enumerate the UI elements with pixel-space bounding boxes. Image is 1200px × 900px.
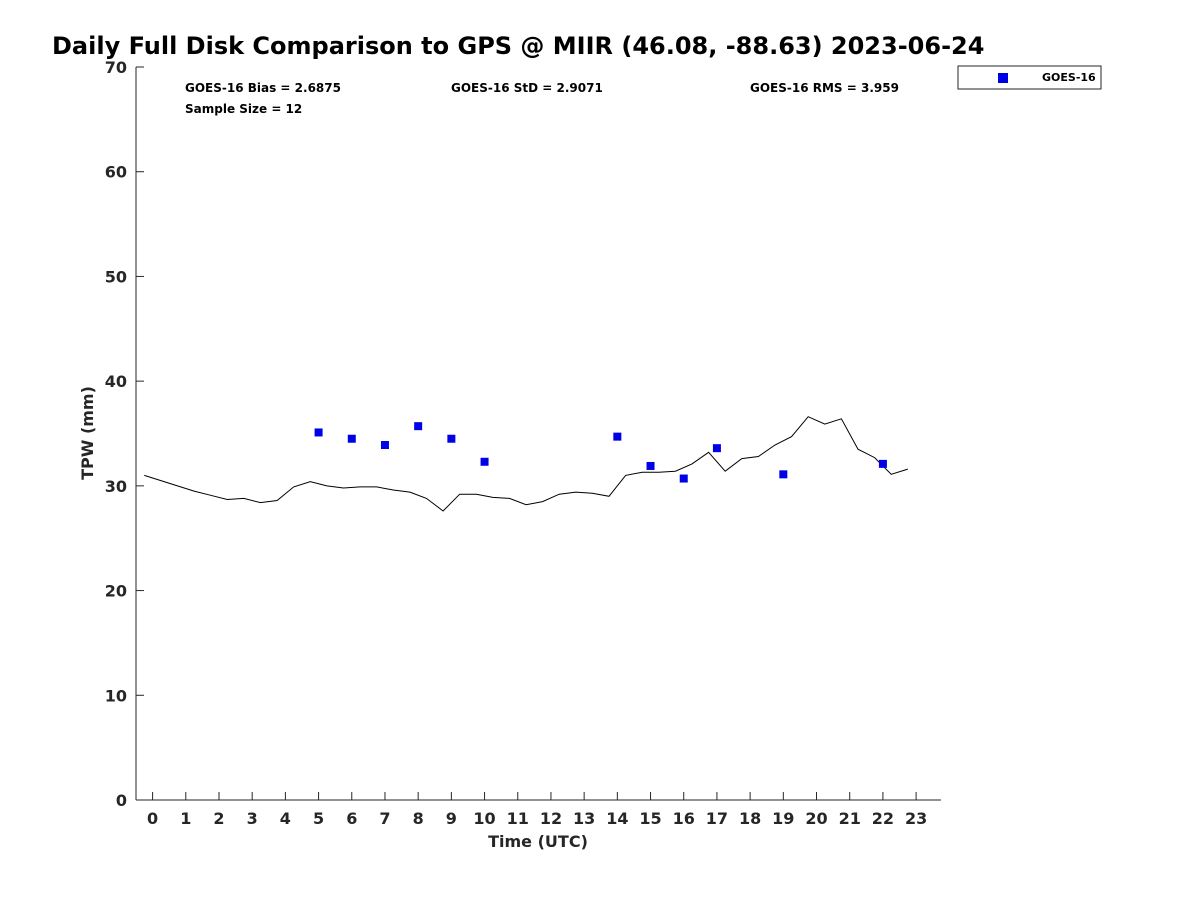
x-tick-label: 4 [280, 809, 291, 828]
x-tick-label: 14 [606, 809, 628, 828]
x-tick-label: 11 [507, 809, 529, 828]
goes16-point [613, 432, 622, 441]
x-tick-label: 1 [180, 809, 191, 828]
x-tick-label: 12 [540, 809, 562, 828]
x-tick-label: 0 [147, 809, 158, 828]
y-tick-label: 30 [105, 477, 127, 496]
x-tick-label: 13 [573, 809, 595, 828]
goes16-point [480, 457, 489, 466]
x-tick-label: 20 [805, 809, 827, 828]
chart-title: Daily Full Disk Comparison to GPS @ MIIR… [52, 32, 984, 60]
y-ticks: 0 10 20 30 40 50 60 70 [105, 58, 144, 810]
gps-line-series [144, 416, 908, 512]
x-tick-label: 5 [313, 809, 324, 828]
goes16-point [712, 444, 721, 453]
x-tick-label: 3 [247, 809, 258, 828]
x-tick-label: 10 [473, 809, 495, 828]
x-tick-label: 6 [346, 809, 357, 828]
goes16-point [679, 474, 688, 483]
sample-size-stat: Sample Size = 12 [185, 102, 302, 116]
x-tick-label: 2 [213, 809, 224, 828]
legend-label: GOES-16 [1042, 71, 1096, 84]
x-tick-label: 16 [673, 809, 695, 828]
x-tick-label: 7 [379, 809, 390, 828]
x-tick-label: 18 [739, 809, 761, 828]
x-tick-label: 17 [706, 809, 728, 828]
x-tick-label: 22 [872, 809, 894, 828]
x-tick-label: 23 [905, 809, 927, 828]
y-tick-label: 40 [105, 372, 127, 391]
x-axis-label: Time (UTC) [488, 832, 588, 851]
x-tick-label: 8 [413, 809, 424, 828]
goes16-point [314, 428, 323, 437]
legend: GOES-16 [957, 65, 1102, 90]
y-tick-label: 70 [105, 58, 127, 77]
goes16-point [779, 470, 788, 479]
y-tick-label: 60 [105, 163, 127, 182]
goes16-point [414, 422, 423, 431]
legend-marker [998, 73, 1008, 83]
gps-line [144, 416, 908, 512]
x-tick-label: 9 [446, 809, 457, 828]
x-tick-label: 21 [839, 809, 861, 828]
y-tick-label: 50 [105, 267, 127, 286]
x-tick-label: 19 [772, 809, 794, 828]
y-tick-label: 20 [105, 582, 127, 601]
goes16-point [878, 459, 887, 468]
x-ticks: 0 1 2 3 4 5 6 7 8 9 10 11 12 13 14 15 16 17 18 19 20 21 22 23 [147, 792, 927, 828]
rms-stat: GOES-16 RMS = 3.959 [750, 81, 899, 95]
std-stat: GOES-16 StD = 2.9071 [451, 81, 603, 95]
goes16-point [347, 434, 356, 443]
goes16-point [646, 461, 655, 470]
y-axis-label: TPW (mm) [78, 386, 97, 480]
goes16-point [447, 434, 456, 443]
y-tick-label: 10 [105, 686, 127, 705]
legend-box [957, 65, 1102, 90]
goes16-point [380, 441, 389, 450]
bias-stat: GOES-16 Bias = 2.6875 [185, 81, 341, 95]
y-tick-label: 0 [116, 791, 127, 810]
goes16-points [314, 422, 887, 483]
x-tick-label: 15 [639, 809, 661, 828]
axes [135, 67, 941, 801]
